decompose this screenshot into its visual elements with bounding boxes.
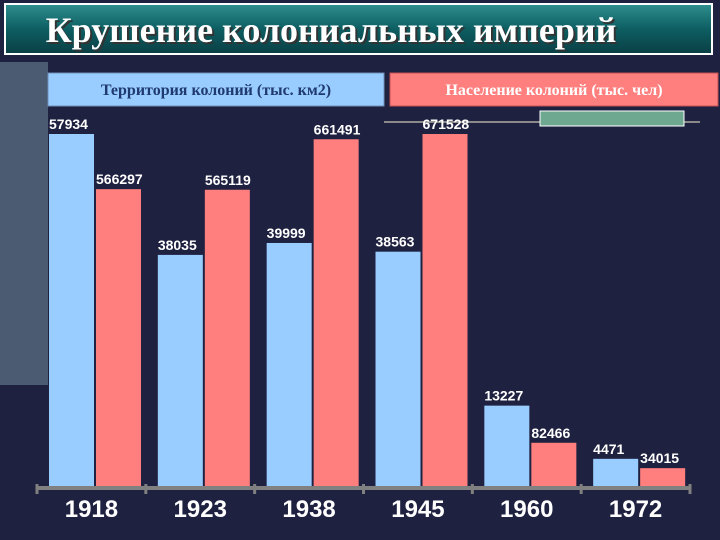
value-label: 38035 [158, 237, 197, 253]
bar [640, 468, 686, 486]
value-label: 565119 [205, 172, 251, 188]
value-label: 82466 [531, 425, 570, 441]
bar [375, 251, 421, 486]
title-bar [4, 3, 713, 55]
side-panel [0, 62, 48, 385]
x-tick-label: 1972 [609, 496, 662, 523]
value-label: 661491 [314, 121, 361, 137]
bar [49, 134, 94, 486]
legend-label: Население колоний (тыс. чел) [445, 82, 662, 99]
chart-title: Крушение колониальных империй [46, 10, 617, 50]
legend-swatch [389, 72, 719, 107]
bar [422, 134, 468, 486]
bar [266, 242, 312, 486]
value-label: 57934 [49, 116, 88, 132]
decor-rect [539, 110, 685, 127]
bar [484, 405, 530, 486]
x-tick-label: 1938 [282, 496, 335, 523]
value-label: 4471 [593, 441, 624, 457]
value-label: 39999 [267, 225, 306, 241]
bar [204, 189, 250, 486]
x-tick-label: 1960 [500, 496, 553, 523]
bar [313, 139, 359, 486]
value-label: 566297 [96, 171, 143, 187]
value-label: 671528 [423, 116, 470, 132]
bar [157, 254, 203, 486]
bar [531, 442, 577, 486]
value-label: 13227 [484, 388, 523, 404]
bar [96, 189, 141, 487]
legend-label: Территория колоний (тыс. км2) [101, 82, 331, 99]
x-tick-label: 1945 [391, 496, 444, 523]
value-label: 34015 [640, 450, 679, 466]
x-tick-label: 1918 [65, 496, 118, 523]
x-tick-label: 1923 [174, 496, 227, 523]
title-shadow: Крушение колониальных империй [48, 12, 619, 52]
bar [593, 458, 639, 486]
value-label: 38563 [376, 234, 415, 250]
legend-swatch [47, 72, 385, 107]
